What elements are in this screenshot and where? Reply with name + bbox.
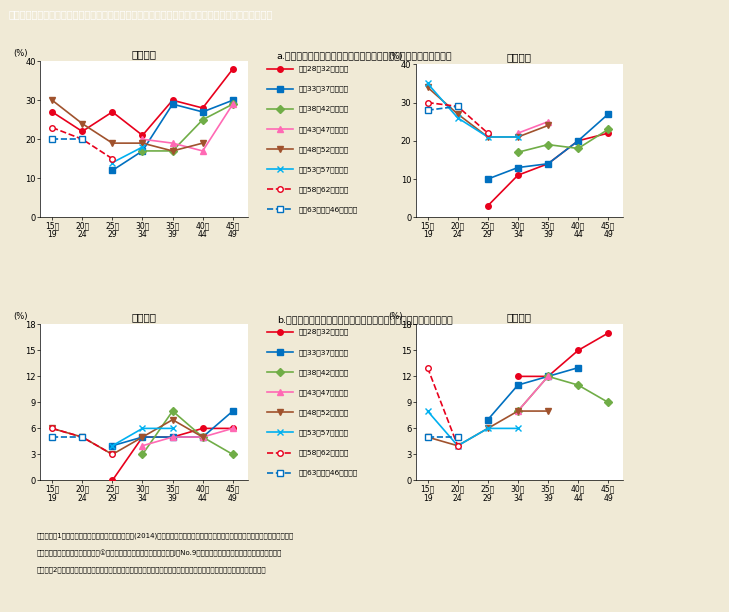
Text: （備考）、1．岩澤美帆・中村真理子・光山奈保子(2014)「人口学的・社会経済的属性別にみた家族形成意識：「出生動向基本調: （備考）、1．岩澤美帆・中村真理子・光山奈保子(2014)「人口学的・社会経済的… <box>36 532 294 539</box>
Text: 昭和28～32年生まれ: 昭和28～32年生まれ <box>298 329 349 335</box>
Text: １－特－４図　年齢階級別結婚の利点と独身の利点に関する独身者の意識の世代別の特徴（男女別）: １－特－４図 年齢階級別結婚の利点と独身の利点に関する独身者の意識の世代別の特徴… <box>9 9 273 19</box>
Text: (%): (%) <box>13 312 28 321</box>
Text: 昭和38～42年生まれ: 昭和38～42年生まれ <box>298 106 348 113</box>
Text: 昭和43～47年生まれ: 昭和43～47年生まれ <box>298 389 348 396</box>
Text: 昭和33～37年生まれ: 昭和33～37年生まれ <box>298 349 348 356</box>
Text: 昭和58～62年生まれ: 昭和58～62年生まれ <box>298 186 349 193</box>
Text: a.「結婚に利点なし」かつ「独身に利点あり」と回答した者の割合: a.「結婚に利点なし」かつ「独身に利点あり」と回答した者の割合 <box>277 52 452 61</box>
Text: 昭和28～32年生まれ: 昭和28～32年生まれ <box>298 65 349 72</box>
Text: (%): (%) <box>389 312 403 321</box>
Title: 〈男性〉: 〈男性〉 <box>507 52 532 62</box>
Text: 査」を用いた特別集計①」ワーキングペーパーシリーズ２（J）No.9，国立社会保障・人口問題研究所より作成。: 査」を用いた特別集計①」ワーキングペーパーシリーズ２（J）No.9，国立社会保障… <box>36 550 282 557</box>
Title: 〈男性〉: 〈男性〉 <box>507 312 532 322</box>
Text: 昭和58～62年生まれ: 昭和58～62年生まれ <box>298 449 349 456</box>
Text: 昭和38～42年生まれ: 昭和38～42年生まれ <box>298 369 348 376</box>
Text: 昭和53～57年生まれ: 昭和53～57年生まれ <box>298 166 348 173</box>
Text: 昭和53～57年生まれ: 昭和53～57年生まれ <box>298 429 348 436</box>
Text: 昭和48～52年生まれ: 昭和48～52年生まれ <box>298 409 348 416</box>
Text: 昭和43～47年生まれ: 昭和43～47年生まれ <box>298 126 348 133</box>
Title: 〈女性〉: 〈女性〉 <box>131 312 157 322</box>
Text: b.「結婚に利点あり」かつ「独身に利点なし」と回答した者の割合: b.「結婚に利点あり」かつ「独身に利点なし」と回答した者の割合 <box>276 315 453 324</box>
Text: 昭和33～37年生まれ: 昭和33～37年生まれ <box>298 86 348 92</box>
Text: 2．独身者を対象としているため，年齢が高くなるほど回答者の人数が減少していることに留意が必要である。: 2．独身者を対象としているため，年齢が高くなるほど回答者の人数が減少していること… <box>36 566 266 573</box>
Title: 〈女性〉: 〈女性〉 <box>131 49 157 59</box>
Text: 昭和48～52年生まれ: 昭和48～52年生まれ <box>298 146 348 152</box>
Text: 昭和63～平成46年生まれ: 昭和63～平成46年生まれ <box>298 469 358 476</box>
Text: (%): (%) <box>13 49 28 58</box>
Text: 昭和63～平成46年生まれ: 昭和63～平成46年生まれ <box>298 206 358 213</box>
Text: (%): (%) <box>389 52 403 61</box>
